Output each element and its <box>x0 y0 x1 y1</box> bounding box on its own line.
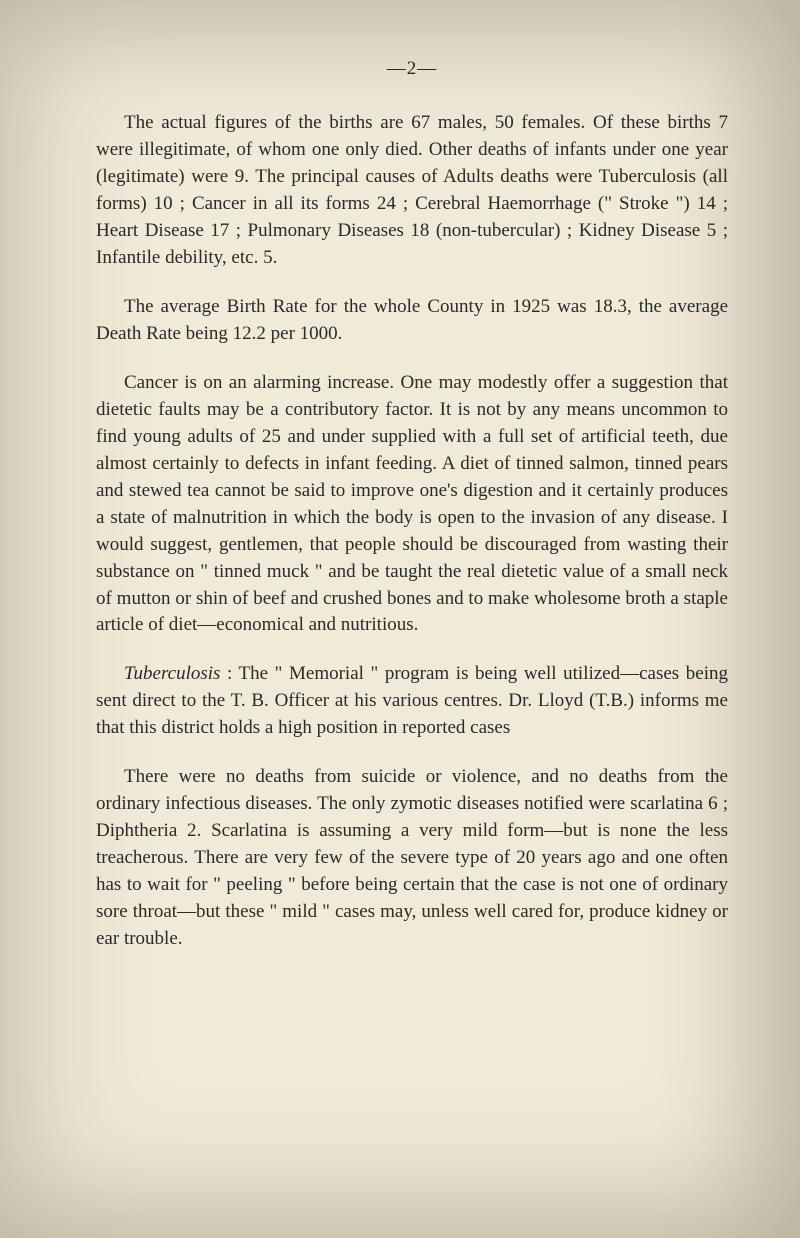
body-text: The actual figures of the births are 67 … <box>96 110 728 953</box>
paragraph-1: The actual figures of the births are 67 … <box>96 110 728 272</box>
paragraph-4: Tuberculosis : The " Memorial " program … <box>96 661 728 742</box>
paragraph-2: The average Birth Rate for the whole Cou… <box>96 294 728 348</box>
paragraph-3: Cancer is on an alarming increase. One m… <box>96 370 728 640</box>
page-number: —2— <box>96 58 728 80</box>
paragraph-5: There were no deaths from suicide or vio… <box>96 764 728 953</box>
tuberculosis-lead: Tuberculosis <box>124 663 220 684</box>
